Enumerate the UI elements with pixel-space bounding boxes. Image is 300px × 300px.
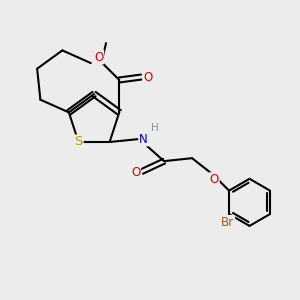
Text: O: O — [131, 167, 140, 179]
Text: H: H — [152, 123, 159, 133]
Text: N: N — [139, 133, 148, 146]
Text: S: S — [74, 136, 83, 148]
Text: O: O — [94, 50, 103, 64]
Text: O: O — [209, 173, 219, 186]
Text: O: O — [143, 70, 152, 83]
Text: Br: Br — [221, 216, 234, 229]
